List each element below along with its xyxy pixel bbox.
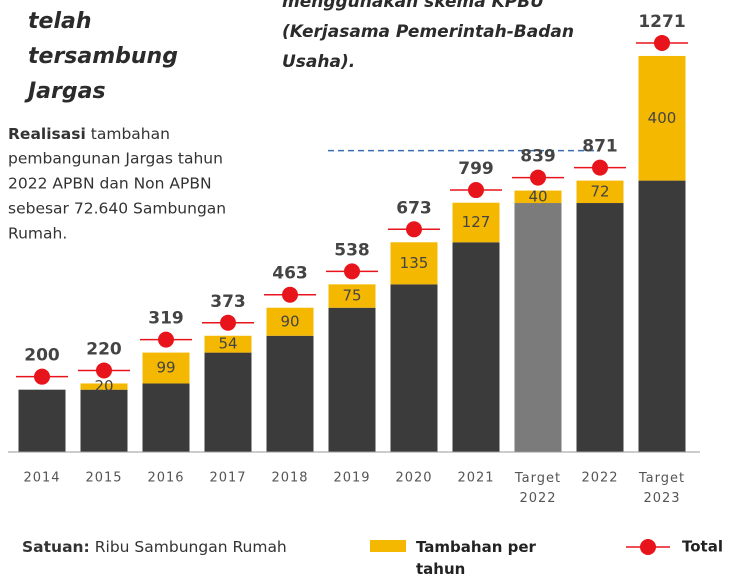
total-marker <box>344 263 360 280</box>
bar-addition <box>576 180 624 204</box>
bar-base <box>204 352 252 452</box>
annotation: sebesar 72.640 Sambungan <box>8 200 226 218</box>
top-note: (Kerjasama Pemerintah-Badan <box>282 22 574 42</box>
bar-base <box>390 284 438 452</box>
annotation-text: tambahan <box>91 125 170 143</box>
legend-label: Tambahan per tahun <box>416 538 537 578</box>
total-marker <box>158 331 174 348</box>
bar-base <box>514 203 562 452</box>
segment-label: 40 <box>528 187 547 205</box>
segment-label: 54 <box>218 335 237 353</box>
segment-label: 75 <box>342 287 361 305</box>
x-tick-label: 2020 <box>395 471 432 486</box>
total-label: 463 <box>272 264 308 284</box>
total-label: 220 <box>86 339 122 359</box>
total-marker <box>406 221 422 238</box>
footnote: Satuan: Ribu Sambungan Rumah <box>22 538 287 556</box>
legend-label: Total <box>682 538 723 556</box>
bar-base <box>638 180 686 452</box>
total-label: 839 <box>520 147 556 167</box>
segment-label: 400 <box>648 109 677 127</box>
heading: telah <box>28 9 92 34</box>
total-marker <box>654 34 670 51</box>
total-label: 1271 <box>638 12 685 32</box>
bar-addition <box>390 242 438 285</box>
bar-addition <box>638 55 686 181</box>
total-label: 200 <box>24 346 60 366</box>
bar-base <box>576 203 624 452</box>
top-note: Usaha). <box>282 52 355 72</box>
segment-label: 99 <box>156 359 175 377</box>
x-tick-label: 2015 <box>85 471 122 486</box>
x-tick-label: 2016 <box>147 471 184 486</box>
legend-swatch <box>370 540 406 552</box>
total-label: 373 <box>210 292 246 312</box>
total-marker <box>34 368 50 385</box>
total-label: 799 <box>458 159 494 179</box>
total-marker <box>96 362 112 379</box>
total-marker <box>220 314 236 331</box>
bar-base <box>18 389 66 452</box>
segment-label: 90 <box>280 312 299 330</box>
bar-addition <box>452 202 500 243</box>
heading: tersambung <box>28 44 178 69</box>
footnote-text: Ribu Sambungan Rumah <box>95 538 287 556</box>
x-tick-label: 2017 <box>209 471 246 486</box>
bar-base <box>266 335 314 452</box>
segment-label: 135 <box>400 254 429 272</box>
bar-base <box>80 389 128 452</box>
bar-addition <box>328 284 376 308</box>
x-tick-label: Target 2023 <box>638 471 685 506</box>
total-marker <box>530 169 546 186</box>
annotation: Rumah. <box>8 225 67 243</box>
annotation: 2022 APBN dan Non APBN <box>8 175 212 193</box>
bar-addition <box>266 307 314 336</box>
footnote-lead: Satuan: <box>22 538 90 556</box>
x-tick-label: 2018 <box>271 471 308 486</box>
total-marker <box>468 182 484 199</box>
segment-label: 20 <box>94 377 113 395</box>
x-tick-label: 2021 <box>457 471 494 486</box>
segment-label: 72 <box>590 182 609 200</box>
total-marker <box>282 286 298 303</box>
annotation: pembangunan Jargas tahun <box>8 150 223 168</box>
x-tick-label: 2019 <box>333 471 370 486</box>
top-note: menggunakan skema KPBU <box>282 0 544 12</box>
total-label: 319 <box>148 309 184 329</box>
total-marker <box>592 159 608 176</box>
bar-addition <box>204 335 252 353</box>
x-tick-label: Target 2022 <box>514 471 561 506</box>
bar-base <box>142 383 190 452</box>
bar-base <box>328 307 376 452</box>
x-tick-label: 2022 <box>581 471 618 486</box>
annotation: Realisasi tambahan <box>8 125 170 143</box>
x-tick-label: 2014 <box>23 471 60 486</box>
total-label: 538 <box>334 240 370 260</box>
segment-label: 127 <box>462 213 491 231</box>
bar-addition <box>80 383 128 390</box>
total-label: 871 <box>582 137 618 157</box>
bar-addition <box>514 190 562 204</box>
bar-addition <box>142 352 190 384</box>
heading: Jargas <box>24 79 106 104</box>
bar-base <box>452 242 500 452</box>
legend-marker <box>640 539 656 555</box>
total-label: 673 <box>396 198 432 218</box>
annotation-lead: Realisasi <box>8 125 86 143</box>
